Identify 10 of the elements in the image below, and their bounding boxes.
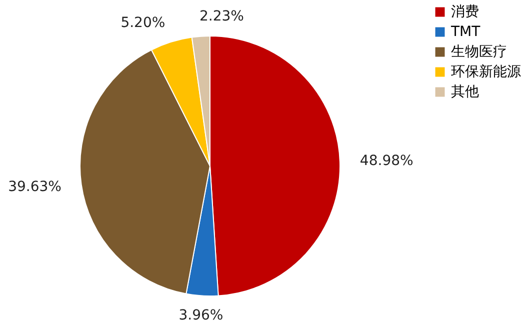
data-label: 5.20% [120, 14, 166, 31]
legend-label: TMT [450, 24, 481, 40]
data-label: 2.23% [200, 8, 244, 24]
legend-label: 其他 [451, 84, 479, 100]
data-label: 3.96% [178, 308, 224, 324]
legend-label: 生物医疗 [451, 44, 507, 60]
data-label: 48.98% [360, 153, 414, 170]
legend-label: 环保新能源 [451, 64, 521, 80]
legend-label: 消费 [451, 4, 479, 20]
data-label: 39.63% [8, 179, 62, 196]
